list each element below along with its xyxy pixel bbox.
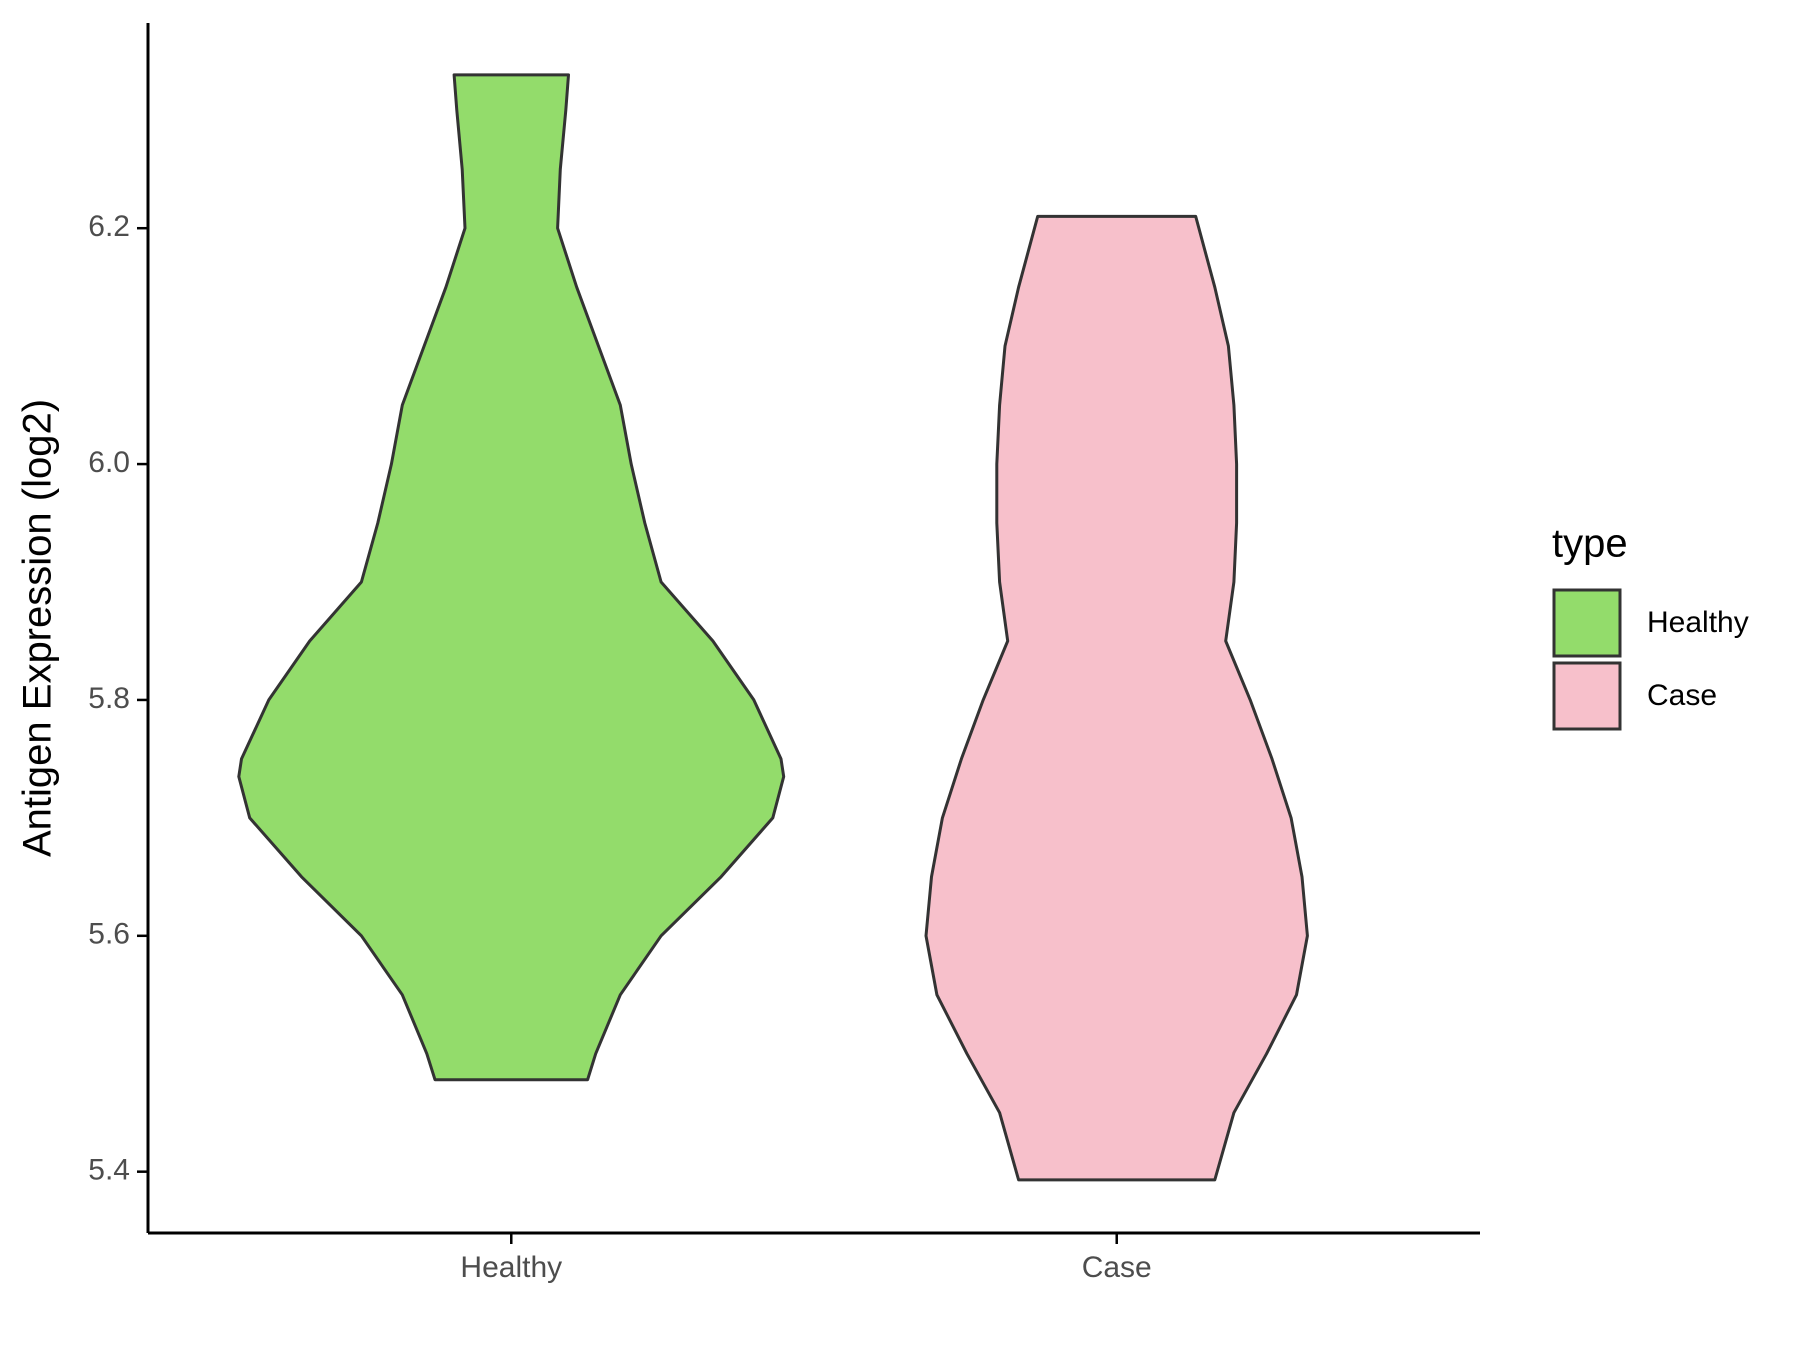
x-tick-label: Case [1082,1251,1152,1284]
legend-label: Case [1647,679,1717,712]
y-tick-label: 5.4 [88,1154,130,1187]
legend-key [1552,588,1622,658]
violin [237,73,786,1082]
y-tick-label: 5.8 [88,682,130,715]
y-tick-label: 6.0 [88,446,130,479]
x-tick-label: Healthy [460,1251,562,1284]
y-tick-label: 6.2 [88,210,130,243]
y-tick-label: 5.6 [88,918,130,951]
y-axis-title: Antigen Expression (log2) [16,399,60,857]
legend-label: Healthy [1647,606,1749,639]
legend-title: type [1552,522,1628,566]
legend-key [1552,661,1622,731]
violin [924,214,1309,1182]
